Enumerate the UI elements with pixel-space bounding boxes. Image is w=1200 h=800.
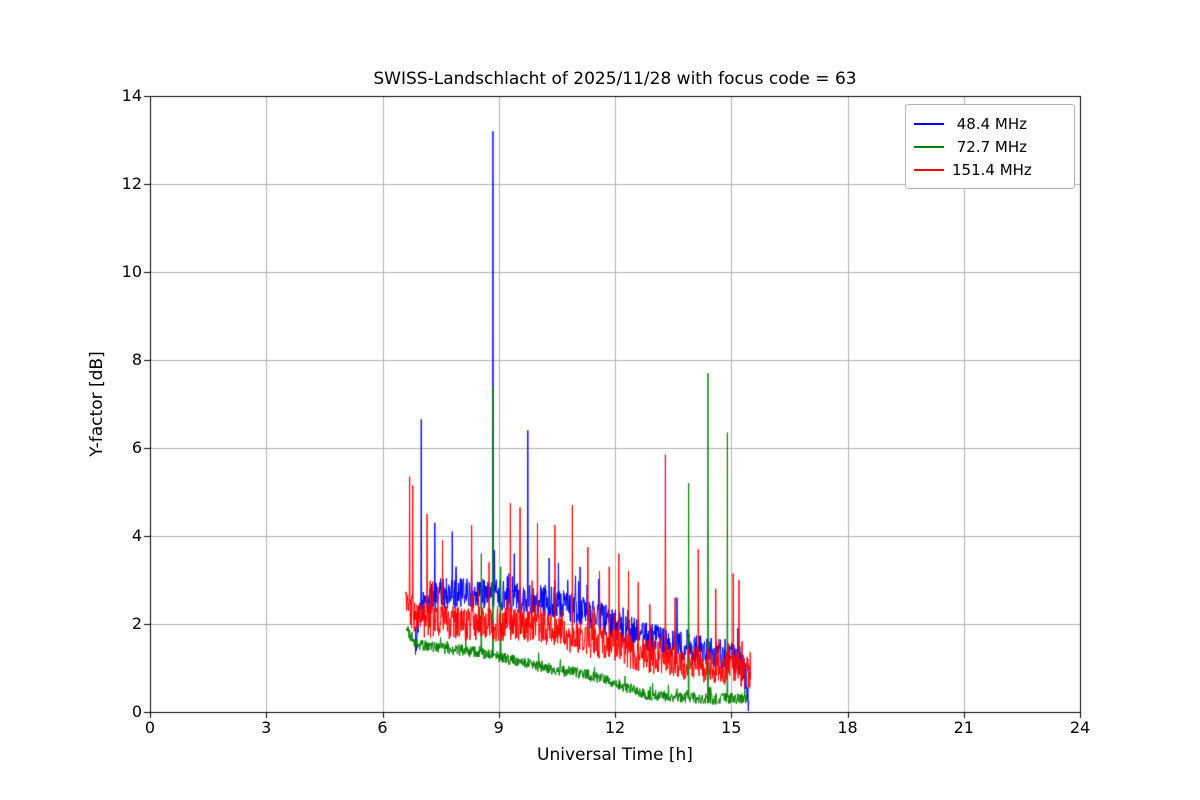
- legend-label: 72.7 MHz: [952, 137, 1028, 156]
- x-tick-label: 12: [604, 718, 626, 737]
- y-tick-label: 8: [131, 350, 142, 369]
- y-tick-label: 6: [131, 438, 142, 457]
- y-tick-label: 14: [121, 86, 142, 105]
- legend-line-swatch: [914, 145, 944, 148]
- x-tick-label: 24: [1069, 718, 1091, 737]
- legend-line-swatch: [914, 122, 944, 125]
- y-tick-label: 10: [121, 262, 142, 281]
- x-tick-label: 0: [144, 718, 156, 737]
- legend-label: 48.4 MHz: [952, 114, 1028, 133]
- legend-item: 151.4 MHz: [914, 158, 1066, 181]
- x-tick-label: 9: [493, 718, 504, 737]
- x-axis-label: Universal Time [h]: [537, 745, 693, 765]
- x-tick-label: 21: [953, 718, 974, 737]
- legend-item: 48.4 MHz: [914, 112, 1066, 135]
- y-tick-label: 0: [131, 702, 142, 721]
- legend-label: 151.4 MHz: [952, 160, 1032, 179]
- y-tick-label: 4: [131, 526, 142, 545]
- legend: 48.4 MHz 72.7 MHz 151.4 MHz: [905, 104, 1075, 189]
- legend-item: 72.7 MHz: [914, 135, 1066, 158]
- y-tick-label: 12: [121, 174, 142, 193]
- chart-title: SWISS-Landschlacht of 2025/11/28 with fo…: [373, 69, 857, 89]
- legend-line-swatch: [914, 168, 944, 171]
- x-tick-label: 6: [377, 718, 388, 737]
- x-tick-label: 15: [721, 718, 742, 737]
- x-tick-label: 3: [261, 718, 272, 737]
- x-tick-label: 18: [837, 718, 858, 737]
- y-tick-label: 2: [131, 614, 142, 633]
